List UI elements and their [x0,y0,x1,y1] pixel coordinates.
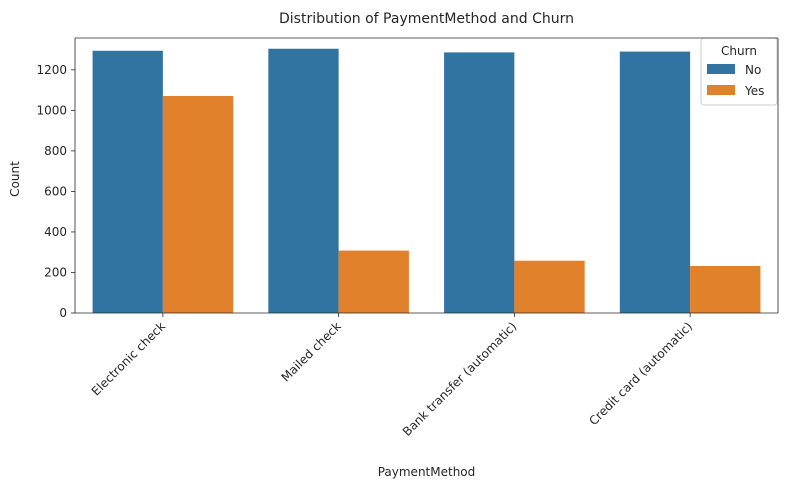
y-axis: 0 200 400 600 800 1000 1200 [36,63,75,320]
plot-area [92,48,761,314]
legend-title: Churn [721,44,757,58]
bar-no-1 [92,50,163,314]
chart-title: Distribution of PaymentMethod and Churn [279,11,574,27]
bar-no-4 [619,51,691,313]
y-tick-label: 400 [44,225,67,239]
legend-label-no: No [745,63,761,77]
y-tick-label: 1000 [36,103,67,117]
x-axis-title: PaymentMethod [378,465,476,479]
bar-yes-2 [338,250,409,313]
y-tick-label: 200 [44,265,67,279]
legend-swatch-no [707,64,735,74]
y-tick-label: 800 [44,144,67,158]
y-tick-label: 1200 [36,63,67,77]
legend-swatch-yes [707,85,735,95]
bar-yes-4 [690,265,761,313]
y-tick-label: 0 [59,306,67,320]
legend-label-yes: Yes [744,84,764,98]
legend: Churn No Yes [700,37,778,106]
bar-yes-1 [162,95,234,313]
y-axis-title: Count [8,161,22,197]
y-tick-label: 600 [44,184,67,198]
bar-yes-3 [514,260,585,313]
bar-no-2 [268,48,339,314]
bar-no-3 [444,52,515,313]
